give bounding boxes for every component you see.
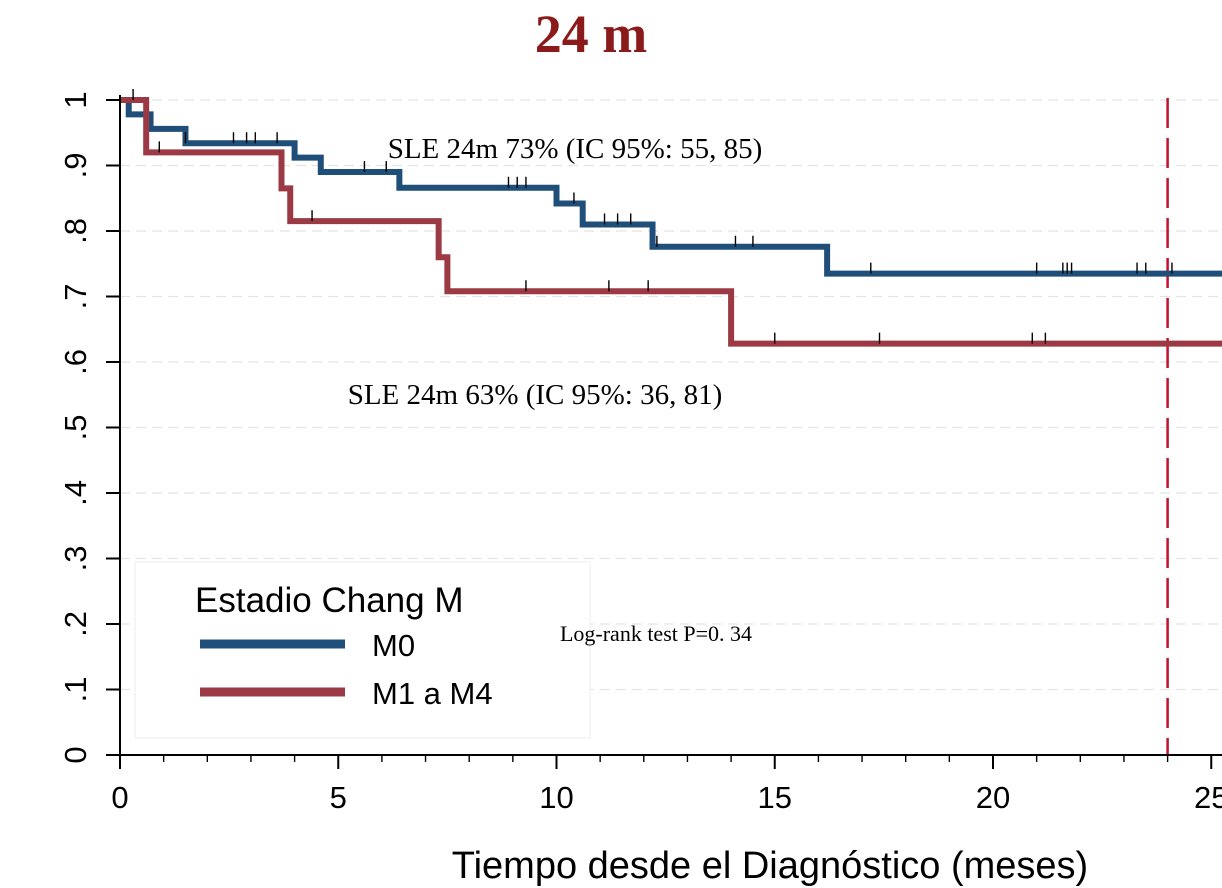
- chart-title: 24 m: [535, 4, 648, 64]
- x-tick-label-0: 0: [111, 780, 128, 815]
- annotation-m1-m4: SLE 24m 63% (IC 95%: 36, 81): [348, 379, 723, 411]
- axes: 0.1.2.3.4.5.6.7.8.910510152025303540: [58, 91, 1222, 815]
- y-tick-label-1: .1: [58, 677, 93, 703]
- legend-label-m0: M0: [372, 628, 415, 663]
- y-tick-label-3: .3: [58, 546, 93, 572]
- annotation-m0: SLE 24m 73% (IC 95%: 55, 85): [388, 133, 763, 165]
- y-tick-label-2: .2: [58, 611, 93, 637]
- y-tick-label-7: .7: [58, 284, 93, 310]
- x-tick-label-3: 15: [758, 780, 792, 815]
- survival-curves: [120, 89, 1222, 347]
- curve-m0: [120, 97, 1222, 277]
- x-tick-label-4: 20: [976, 780, 1010, 815]
- y-tick-label-0: 0: [58, 746, 93, 763]
- y-tick-label-4: .4: [58, 480, 93, 506]
- curve-m1-m4: [120, 97, 1222, 347]
- x-tick-label-1: 5: [330, 780, 347, 815]
- logrank-annotation: Log-rank test P=0. 34: [560, 621, 752, 646]
- legend-box: [134, 561, 591, 739]
- y-tick-label-6: .6: [58, 349, 93, 375]
- x-tick-label-5: 25: [1194, 780, 1222, 815]
- y-tick-label-9: .9: [58, 153, 93, 179]
- legend-title: Estadio Chang M: [195, 581, 463, 620]
- y-tick-label-10: 1: [58, 91, 93, 108]
- x-tick-label-2: 10: [539, 780, 573, 815]
- legend-label-m1-m4: M1 a M4: [372, 676, 493, 711]
- y-tick-label-5: .5: [58, 415, 93, 441]
- x-axis-label: Tiempo desde el Diagnóstico (meses): [452, 845, 1088, 887]
- y-tick-label-8: .8: [58, 218, 93, 244]
